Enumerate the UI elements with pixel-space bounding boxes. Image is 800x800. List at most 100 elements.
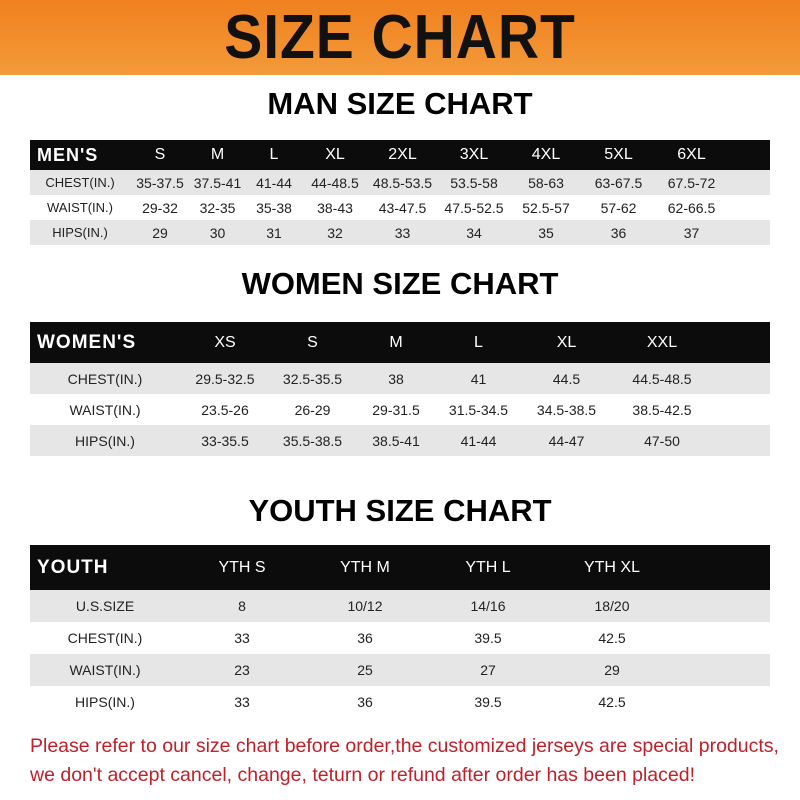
table-cell: 33-35.5 [201, 432, 249, 449]
row-label: HIPS(IN.) [75, 432, 135, 449]
table-cell: 33 [234, 630, 250, 646]
table-cell: S [307, 333, 318, 351]
row-label: WOMEN'S [37, 331, 137, 353]
table-cell: 58-63 [528, 174, 564, 191]
table-cell: 44.5 [552, 370, 581, 387]
table-cell: 33 [234, 694, 250, 710]
table-cell: 52.5-57 [522, 199, 570, 216]
table-cell: 18/20 [594, 598, 630, 614]
table-cell: 23 [234, 662, 250, 678]
table-row: HIPS(IN.) 29 30 31 32 33 34 35 36 37 [30, 220, 770, 245]
table-row: WAIST(IN.) 23.5-26 26-29 29-31.5 31.5-34.5 34… [30, 394, 770, 425]
table-cell: 37.5-41 [193, 174, 242, 191]
row-label: U.S.SIZE [75, 598, 135, 614]
row-label: CHEST(IN.) [67, 370, 143, 387]
table-cell: 39.5 [474, 630, 502, 646]
table-cell: 35-37.5 [136, 174, 184, 191]
table-cell: 44-48.5 [311, 174, 359, 191]
table-cell: M [210, 146, 225, 163]
table-cell: 23.5-26 [201, 401, 249, 418]
youth-section-title: YOUTH SIZE CHART [248, 493, 552, 528]
table-cell: 39.5 [474, 694, 502, 710]
disclaimer-line-2: we don't accept cancel, change, teturn o… [30, 764, 695, 786]
table-header-row: WOMEN'S XS S M L XL XXL [30, 322, 770, 363]
table-cell: 2XL [388, 146, 417, 163]
table-cell: YTH XL [583, 558, 640, 576]
table-cell: 67.5-72 [667, 174, 716, 191]
table-cell: 37 [683, 224, 700, 241]
table-cell: 41-44 [256, 174, 292, 191]
table-cell: 47.5-52.5 [444, 199, 504, 216]
table-row: CHEST(IN.) 29.5-32.5 32.5-35.5 38 41 44.5 44.5… [30, 363, 770, 394]
table-cell: 32.5-35.5 [282, 370, 343, 387]
row-label: CHEST(IN.) [45, 175, 115, 190]
table-cell: 44.5-48.5 [632, 370, 692, 387]
table-cell: 32 [327, 224, 343, 241]
table-cell: L [269, 146, 279, 163]
table-cell: 48.5-53.5 [372, 174, 433, 191]
youth-size-table: YOUTH YTH S YTH M YTH L YTH XL U.S.SIZE 8 10/12… [30, 545, 770, 718]
table-cell: 29-31.5 [372, 401, 420, 418]
table-cell: 38.5-42.5 [632, 401, 692, 418]
table-cell: 43-47.5 [378, 199, 427, 216]
table-cell: 38 [388, 370, 404, 387]
table-cell: 25 [357, 662, 373, 678]
table-cell: 29 [152, 224, 168, 241]
table-header-row: MEN'S S M L XL 2XL 3XL 4XL 5XL 6XL [30, 140, 770, 170]
table-cell: 29 [604, 662, 620, 678]
row-label: WAIST(IN.) [69, 401, 141, 418]
row-label: HIPS(IN.) [52, 225, 108, 240]
table-cell: 31 [266, 224, 282, 241]
table-cell: 31.5-34.5 [448, 401, 509, 418]
row-label: YOUTH [37, 556, 109, 578]
table-cell: 34 [466, 224, 482, 241]
table-row: U.S.SIZE 8 10/12 14/16 18/20 [30, 590, 770, 622]
table-cell: 27 [480, 662, 496, 678]
table-cell: YTH L [465, 558, 511, 576]
table-cell: 38.5-41 [372, 432, 420, 449]
table-cell: YTH S [218, 558, 266, 576]
table-cell: 29.5-32.5 [195, 370, 255, 387]
table-cell: 42.5 [598, 630, 626, 646]
table-cell: L [474, 333, 483, 351]
women-section-title: WOMEN SIZE CHART [241, 266, 559, 301]
row-label: MEN'S [37, 144, 99, 165]
table-cell: 14/16 [470, 598, 506, 614]
table-cell: 35-38 [256, 199, 292, 216]
table-cell: 33 [394, 224, 411, 241]
table-cell: XXL [646, 333, 678, 351]
table-cell: 4XL [531, 146, 561, 163]
table-cell: 6XL [677, 146, 706, 163]
table-cell: YTH M [340, 558, 390, 576]
table-row: HIPS(IN.) 33 36 39.5 42.5 [30, 686, 770, 718]
table-cell: S [154, 146, 166, 163]
row-label: WAIST(IN.) [69, 662, 141, 678]
table-cell: 32-35 [199, 199, 236, 216]
men-section-title: MAN SIZE CHART [267, 86, 533, 121]
table-cell: 35 [538, 224, 554, 241]
row-label: CHEST(IN.) [67, 630, 143, 646]
table-cell: 10/12 [347, 598, 383, 614]
page-title: SIZE CHART [224, 3, 576, 72]
table-header-row: YOUTH YTH S YTH M YTH L YTH XL [30, 545, 770, 590]
table-cell: 38-43 [317, 199, 353, 216]
table-cell: 35.5-38.5 [282, 432, 343, 449]
table-cell: 63-67.5 [594, 174, 643, 191]
table-cell: 44-47 [548, 432, 585, 449]
table-cell: 41 [470, 370, 487, 387]
row-label: WAIST(IN.) [47, 200, 113, 215]
table-row: WAIST(IN.) 23 25 27 29 [30, 654, 770, 686]
table-cell: 41-44 [460, 432, 497, 449]
table-cell: 30 [209, 224, 226, 241]
table-cell: XL [325, 146, 345, 163]
table-cell: 26-29 [294, 401, 331, 418]
table-cell: 36 [610, 224, 627, 241]
table-cell: XL [556, 333, 577, 351]
row-label: HIPS(IN.) [75, 694, 135, 710]
table-cell: 57-62 [600, 199, 637, 216]
table-cell: 42.5 [598, 694, 626, 710]
men-size-table: MEN'S S M L XL 2XL 3XL 4XL 5XL 6XL CHEST(IN.) 35-37… [30, 140, 770, 245]
table-row: CHEST(IN.) 33 36 39.5 42.5 [30, 622, 770, 654]
table-cell: 29-32 [142, 199, 178, 216]
table-cell: 53.5-58 [450, 174, 498, 191]
